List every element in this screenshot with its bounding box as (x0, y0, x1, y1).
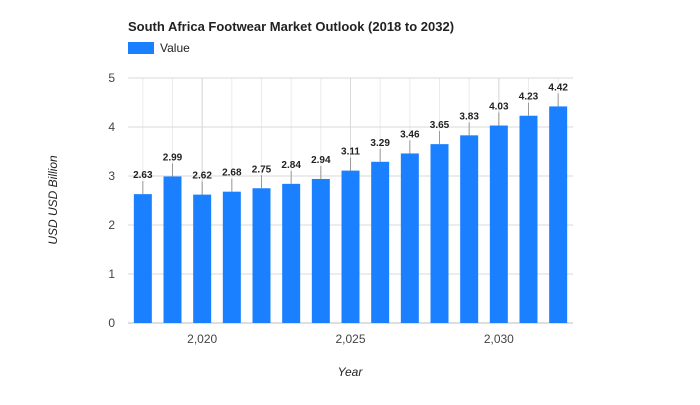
y-tick-label: 4 (108, 120, 115, 134)
bar (549, 106, 568, 323)
data-label: 3.29 (370, 138, 390, 149)
bar (489, 125, 508, 323)
data-label: 2.84 (281, 160, 301, 171)
data-label: 3.11 (341, 147, 360, 158)
bar (519, 115, 538, 323)
data-label: 3.65 (430, 120, 450, 131)
bar (222, 191, 241, 323)
data-label: 2.63 (133, 170, 153, 181)
data-label: 4.23 (519, 92, 539, 103)
data-labels: 2.63 2.99 2.62 2.68 2.75 2.84 2.94 3.11 3.29 3.46… (133, 82, 568, 195)
data-label: 3.46 (400, 129, 420, 140)
bar (311, 178, 330, 323)
data-label: 2.75 (252, 164, 272, 175)
bar (252, 188, 271, 323)
bar (341, 170, 360, 323)
bar (371, 161, 390, 323)
y-axis-ticks: 0 1 2 3 4 5 (108, 71, 115, 330)
y-tick-label: 3 (108, 169, 115, 183)
data-label: 2.68 (222, 168, 242, 179)
x-tick-label: 2,025 (335, 332, 365, 346)
y-tick-label: 0 (108, 316, 115, 330)
chart-title: South Africa Footwear Market Outlook (20… (128, 19, 454, 34)
bar (400, 153, 419, 323)
bar (193, 194, 212, 323)
bar (460, 135, 479, 323)
data-label: 2.62 (192, 171, 212, 182)
legend-swatch (128, 42, 154, 54)
bar-series (133, 106, 568, 323)
x-axis-title: Year (338, 365, 364, 379)
y-tick-label: 5 (108, 71, 115, 85)
y-tick-label: 1 (108, 267, 115, 281)
bar (133, 194, 152, 323)
data-label: 4.03 (489, 102, 509, 113)
y-tick-label: 2 (108, 218, 115, 232)
x-axis-ticks: 2,020 2,025 2,030 (187, 332, 514, 346)
data-label: 2.99 (163, 152, 183, 163)
legend-label: Value (160, 41, 190, 55)
data-label: 4.42 (548, 82, 568, 93)
bar (282, 183, 301, 323)
x-tick-label: 2,020 (187, 332, 217, 346)
y-axis-title: USD USD Billion (46, 155, 60, 245)
x-tick-label: 2,030 (484, 332, 514, 346)
data-label: 2.94 (311, 155, 331, 166)
bar (163, 176, 182, 323)
data-label: 3.83 (459, 111, 479, 122)
bar (430, 144, 449, 323)
